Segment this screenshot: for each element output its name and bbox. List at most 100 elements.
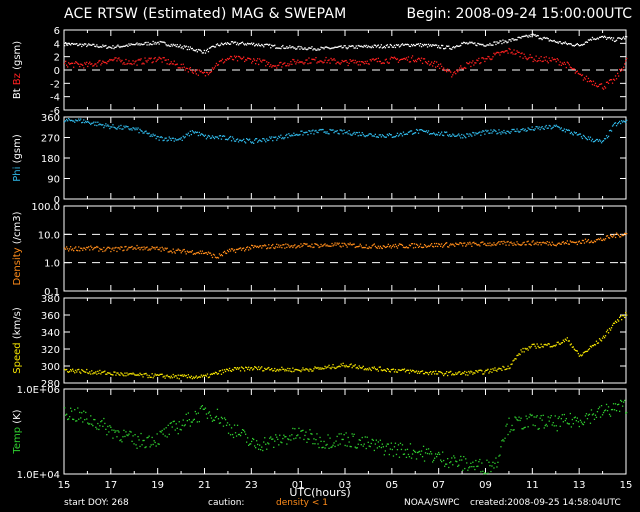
phi-point [263,138,265,140]
bz-point [343,60,345,63]
bt-point [313,48,315,50]
density-point [118,247,120,249]
bz-point [148,57,150,59]
density-point [246,246,248,249]
bt-series [64,33,628,54]
speed-point [194,376,196,378]
density-point [123,249,125,251]
speed-point [306,368,308,370]
speed-point [440,371,442,373]
density-point [560,243,562,245]
phi-point [513,128,515,131]
bt-point [347,47,349,49]
phi-point [398,134,401,136]
speed-point [534,345,536,347]
temp-point [379,439,381,441]
density-point [287,243,289,246]
bt-point [167,44,169,46]
speed-point [262,370,264,372]
density-point [186,250,188,252]
phi-point [458,133,460,135]
bz-point [126,63,128,65]
density-point [288,245,290,247]
bz-point [231,58,234,61]
bz-point [173,60,175,62]
speed-point [543,344,545,346]
bt-point [257,45,259,47]
temp-point [428,453,431,455]
temp-point [589,422,592,424]
phi-point [486,130,488,133]
temp-point [255,447,257,449]
temp-point [615,410,618,412]
density-point [266,248,268,250]
bz-point [116,60,118,62]
bt-point [591,36,594,39]
bz-point [253,58,255,60]
bz-point [316,62,318,64]
bt-point [136,42,138,44]
phi-point [366,135,368,137]
density-point [284,247,286,249]
speed-point [569,344,571,346]
bt-point [125,44,127,47]
temp-point [426,452,429,455]
density-ylabel-part: Density [12,247,23,285]
bz-point [508,47,510,50]
speed-point [425,371,428,374]
temp-point [165,427,167,429]
density-point [626,233,628,235]
speed-point [288,370,290,372]
speed-point [128,373,130,375]
phi-point [430,133,432,135]
temp-point [342,438,344,441]
speed-point [248,366,250,368]
density-point [551,241,553,243]
speed-point [207,376,210,379]
bt-point [81,45,83,48]
speed-point [574,349,576,351]
bt-point [218,45,221,47]
temp-point [204,407,207,409]
bt-point [564,41,566,43]
temp-point [509,431,511,433]
speed-point [570,343,572,345]
density-point [434,242,436,245]
phi-point [169,137,171,140]
speed-point [398,369,401,371]
phi-point [215,136,218,138]
speed-point [68,371,70,373]
speed-point [618,320,620,322]
phi-point [334,130,336,132]
bt-point [363,44,365,47]
bt-point [483,45,485,47]
bz-point [122,63,124,65]
phi-point [86,121,88,123]
phi-point [214,136,217,138]
bt-point [239,42,242,45]
density-point [77,250,79,252]
density-point [514,243,516,246]
speed-point [519,353,521,356]
bt-point [260,45,262,47]
phi-point [241,139,244,142]
density-point [321,245,323,247]
temp-point [617,404,619,406]
bt-point [332,47,334,49]
bz-point [75,61,77,63]
bt-point [65,42,67,44]
phi-point [328,133,330,135]
speed-point [521,351,523,353]
temp-point [297,434,299,436]
density-point [603,239,606,241]
bt-point [285,47,287,49]
bz-point [111,59,113,61]
speed-point [266,368,268,370]
bz-point [409,61,412,63]
temp-point [262,449,264,452]
speed-point [272,370,274,372]
phi-point [481,131,483,133]
temp-point [141,444,143,446]
bz-point [153,58,155,60]
bt-point [319,48,321,51]
